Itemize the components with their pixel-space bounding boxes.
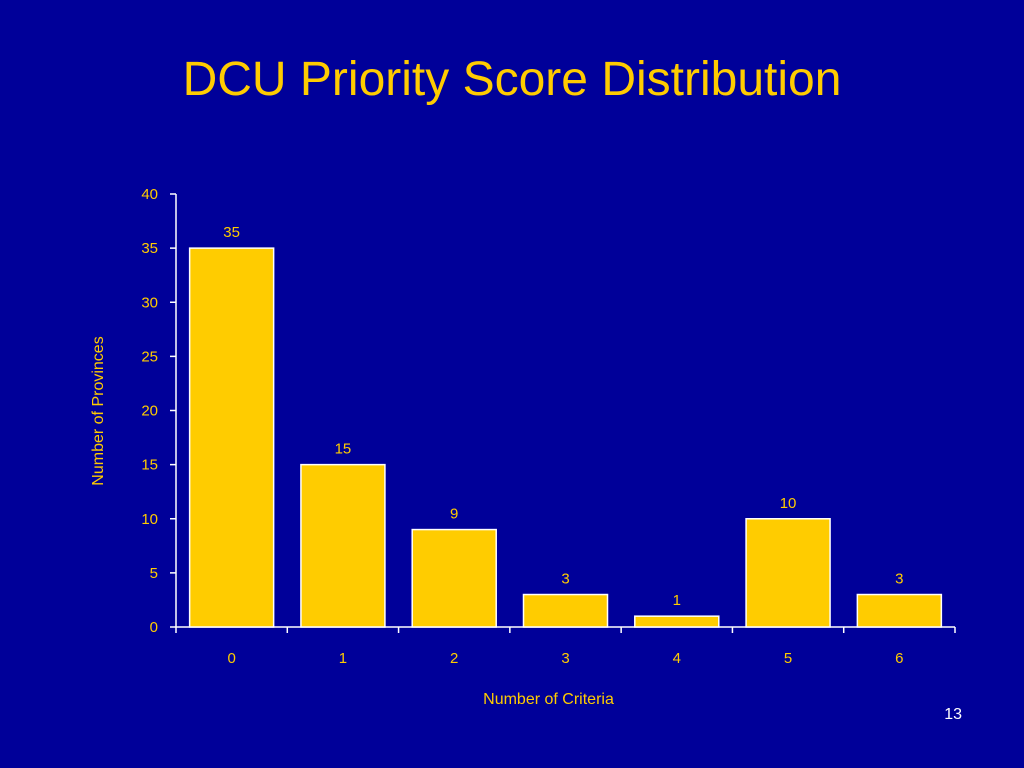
y-tick-label: 35: [141, 240, 158, 257]
bar-4: [634, 615, 720, 628]
slide-title: DCU Priority Score Distribution: [182, 53, 842, 106]
bar-0: [188, 247, 275, 628]
x-axis-title: Number of Criteria: [483, 691, 614, 708]
x-tick-label: 2: [450, 650, 458, 667]
x-tick-label: 0: [227, 650, 235, 667]
bar-3: [522, 593, 609, 628]
x-tick-label: 1: [339, 650, 347, 667]
y-tick-label: 30: [141, 294, 158, 311]
x-tick-label: 5: [784, 650, 792, 667]
data-label: 10: [780, 495, 797, 512]
y-tick-label: 10: [141, 511, 158, 528]
data-label: 15: [335, 441, 352, 458]
bar-1: [300, 463, 386, 628]
y-tick-label: 15: [141, 457, 158, 474]
bar-6: [856, 593, 943, 628]
data-label: 3: [561, 571, 569, 588]
data-label: 9: [450, 506, 458, 523]
x-tick-label: 6: [895, 650, 903, 667]
page-number: 13: [944, 706, 962, 723]
data-label: 35: [223, 224, 240, 241]
data-label: 1: [673, 592, 681, 609]
y-tick-label: 20: [141, 403, 158, 420]
y-tick-label: 40: [141, 186, 158, 203]
y-tick-label: 25: [141, 348, 158, 365]
y-tick-label: 0: [150, 619, 158, 636]
x-tick-label: 3: [561, 650, 569, 667]
data-label: 3: [895, 571, 903, 588]
y-tick-label: 5: [150, 565, 158, 582]
y-axis-title: Number of Provinces: [90, 336, 107, 485]
bar-2: [411, 528, 497, 628]
bar-5: [745, 518, 831, 628]
x-tick-label: 4: [673, 650, 681, 667]
